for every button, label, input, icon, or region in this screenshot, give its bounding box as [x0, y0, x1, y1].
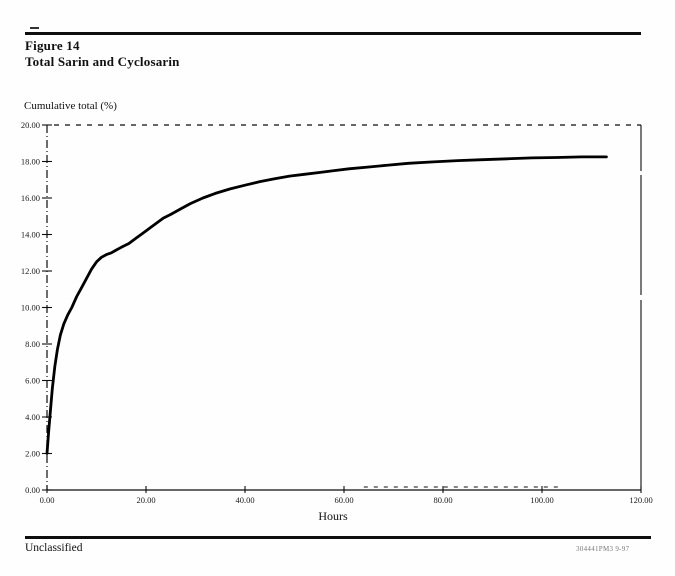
- header-rule: [25, 32, 641, 35]
- y-tick-label: 4.00: [25, 412, 40, 422]
- y-tick-label: 0.00: [25, 485, 40, 495]
- x-tick-label: 120.00: [629, 495, 652, 505]
- x-tick-label: 80.00: [433, 495, 452, 505]
- y-tick-label: 20.00: [21, 120, 40, 130]
- y-tick-label: 2.00: [25, 449, 40, 459]
- x-tick-label: 20.00: [136, 495, 155, 505]
- classification-marking: Unclassified: [25, 542, 83, 554]
- y-tick-label: 12.00: [21, 266, 40, 276]
- x-tick-label: 0.00: [40, 495, 55, 505]
- footer-rule: [25, 536, 651, 539]
- figure-title: Total Sarin and Cyclosarin: [25, 54, 180, 69]
- cumulative-total-curve: [45, 155, 608, 455]
- scan-artifact: [30, 27, 39, 29]
- x-tick-label: 60.00: [334, 495, 353, 505]
- y-tick-label: 6.00: [25, 376, 40, 386]
- y-tick-label: 18.00: [21, 157, 40, 167]
- y-tick-label: 16.00: [21, 193, 40, 203]
- y-tick-label: 14.00: [21, 230, 40, 240]
- x-tick-label: 100.00: [530, 495, 553, 505]
- figure-label: Figure 14: [25, 38, 80, 53]
- y-tick-label: 8.00: [25, 339, 40, 349]
- publication-code: 304441PM3 9-97: [576, 545, 630, 553]
- y-axis-title: Cumulative total (%): [24, 100, 117, 112]
- y-tick-label: 10.00: [21, 303, 40, 313]
- x-tick-label: 40.00: [235, 495, 254, 505]
- x-axis-title: Hours: [318, 509, 348, 523]
